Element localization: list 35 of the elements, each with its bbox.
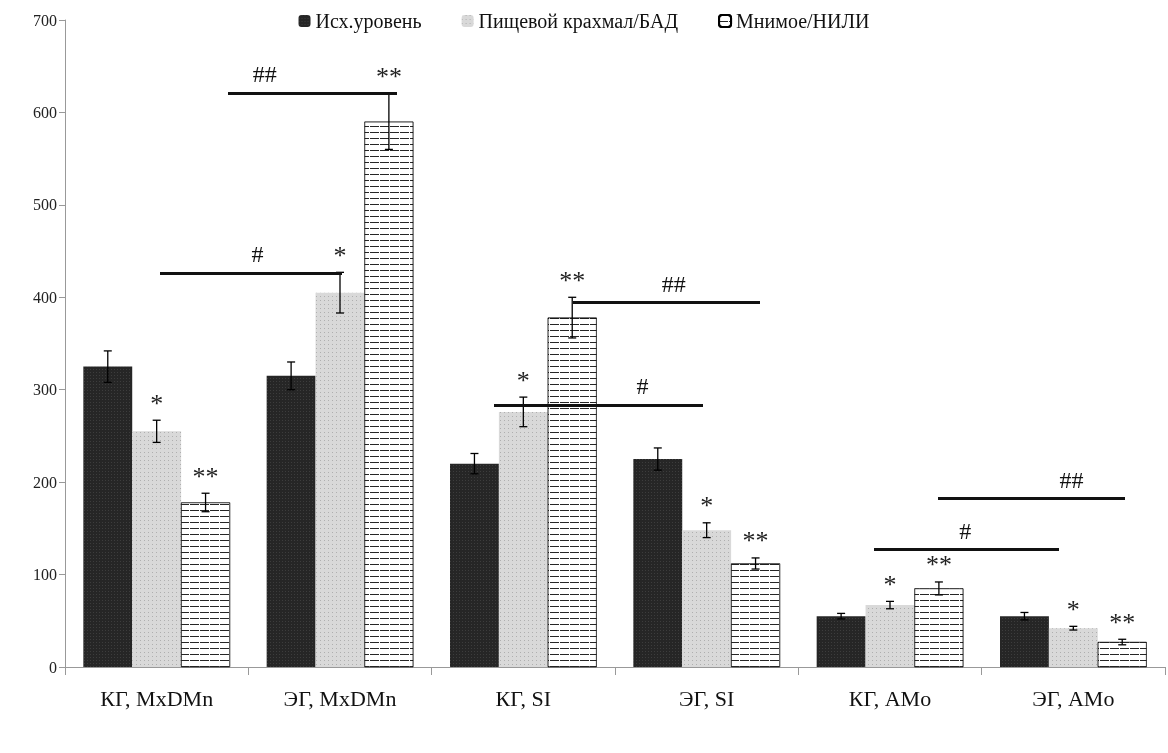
annotation: #: [958, 516, 973, 546]
y-tick-label: 100: [33, 566, 57, 584]
x-tick-label: КГ, SI: [495, 685, 552, 711]
data-label: **: [375, 62, 402, 92]
data-label: *: [700, 491, 714, 521]
x-tick-label: КГ, AMo: [848, 685, 932, 711]
annotation: #: [635, 372, 650, 402]
legend-label: Исх.уровень: [315, 10, 422, 33]
data-label: *: [150, 388, 164, 418]
annotation: ##: [660, 269, 687, 299]
x-tick-label: ЭГ, AMo: [1032, 685, 1115, 711]
data-label: **: [559, 265, 586, 295]
y-tick-label: 300: [33, 381, 57, 399]
legend-label: Пищевой крахмал/БАД: [478, 10, 679, 33]
y-tick-label: 700: [33, 11, 57, 29]
x-tick-label: ЭГ, SI: [679, 685, 735, 711]
y-tick-label: 500: [33, 196, 57, 214]
data-label: **: [192, 461, 219, 491]
data-label: *: [1066, 594, 1080, 624]
y-tick-label: 400: [33, 288, 57, 306]
x-tick-label: ЭГ, MxDMn: [283, 685, 397, 711]
data-label: **: [742, 526, 769, 556]
y-tick-label: 600: [33, 103, 57, 121]
data-label: **: [925, 550, 952, 580]
annotation: ##: [1058, 465, 1085, 495]
data-label: *: [516, 365, 530, 395]
y-tick-label: 200: [33, 473, 57, 491]
annotation: #: [250, 240, 265, 270]
data-label: **: [1109, 607, 1136, 637]
data-label: *: [883, 569, 897, 599]
y-tick-label: 0: [49, 658, 57, 676]
data-label: *: [333, 240, 347, 270]
x-tick-label: КГ, MxDMn: [100, 685, 214, 711]
legend-label: Мнимое/НИЛИ: [736, 10, 870, 32]
annotation: ##: [251, 60, 278, 89]
